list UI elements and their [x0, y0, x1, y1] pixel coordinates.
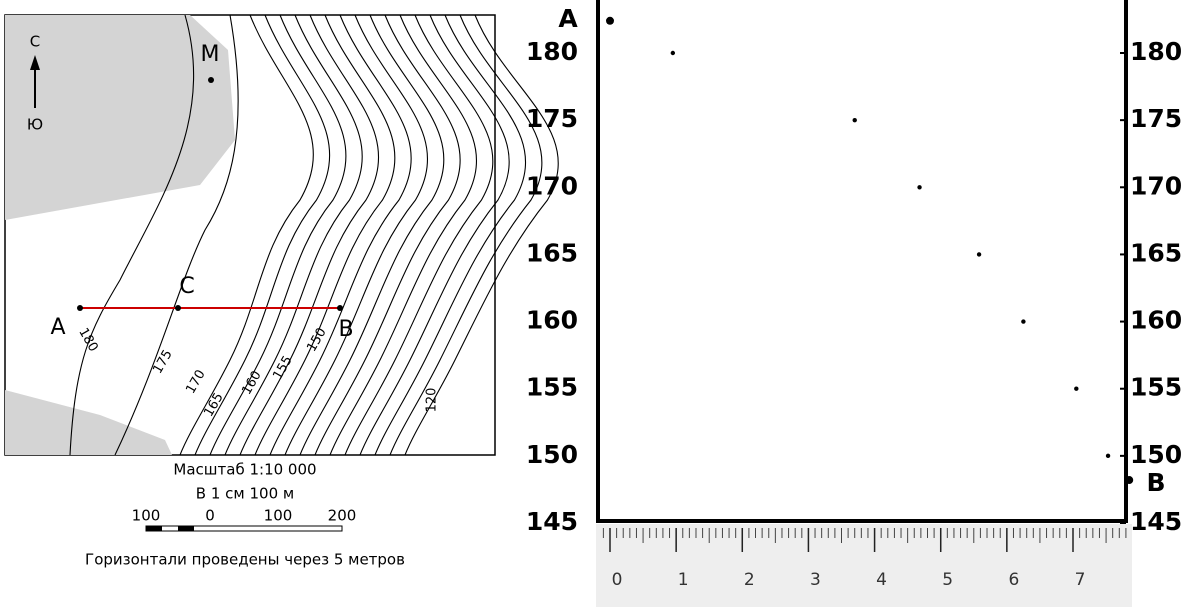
- profile-point: [1105, 453, 1111, 459]
- scale-label: 200: [328, 507, 357, 525]
- profile-point: [1021, 319, 1026, 324]
- scale-label: 100: [132, 507, 161, 525]
- arrow-head: [30, 55, 40, 70]
- profile-point: [852, 117, 857, 123]
- contour: [344, 14, 494, 456]
- profile-point: [670, 50, 676, 56]
- y-tick-label: 160: [1130, 306, 1182, 335]
- contour: [194, 14, 331, 456]
- contour: [359, 14, 510, 456]
- point-m: [208, 77, 214, 83]
- scale-bar-seg: [146, 526, 162, 531]
- gray-area: [5, 15, 235, 220]
- ruler-label: 1: [678, 570, 689, 590]
- contour: [284, 14, 428, 456]
- profile-point: [917, 185, 922, 190]
- y-tick-label: 175: [526, 104, 578, 133]
- ruler-label: 7: [1075, 570, 1086, 590]
- y-tick-label: 150: [1130, 440, 1182, 469]
- contour: [314, 14, 461, 456]
- profile-point: [606, 16, 614, 25]
- y-tick-label: 155: [1130, 373, 1182, 402]
- profile-point: [976, 252, 982, 257]
- contour: [329, 14, 477, 456]
- contour: [269, 14, 412, 456]
- label-b: B: [338, 317, 353, 342]
- contour: [404, 14, 559, 456]
- label-m: М: [201, 42, 220, 67]
- y-tick-label: 145: [1130, 507, 1182, 536]
- contour: [224, 14, 363, 456]
- scale-title: Масштаб 1:10 000: [173, 461, 316, 479]
- y-tick-label: 165: [526, 238, 578, 267]
- contour: [374, 14, 527, 456]
- contour: [209, 14, 347, 456]
- y-tick-label: 160: [526, 306, 578, 335]
- y-tick-label: 175: [1130, 104, 1182, 133]
- point-a: [77, 305, 83, 311]
- ruler-label: 6: [1008, 570, 1019, 590]
- point-c: [175, 305, 181, 311]
- start-label: А: [558, 4, 578, 33]
- ruler-label: 3: [810, 570, 821, 590]
- contour: [239, 14, 379, 456]
- scale-label: 0: [205, 507, 215, 525]
- contour: [114, 14, 239, 456]
- ruler: [596, 524, 1132, 607]
- y-tick-label: 150: [526, 440, 578, 469]
- ruler-label: 4: [876, 570, 887, 590]
- south-label: Ю: [27, 116, 43, 134]
- y-tick-label: 165: [1130, 238, 1182, 267]
- y-tick-label: 170: [526, 171, 578, 200]
- profile-point: [1074, 386, 1079, 391]
- y-tick-label: 170: [1130, 171, 1182, 200]
- contour: [179, 14, 314, 456]
- label-a: А: [50, 315, 65, 340]
- y-tick-label: 155: [526, 373, 578, 402]
- scale-bar-body: [145, 525, 343, 532]
- contour-label: 120: [425, 388, 440, 413]
- map: С Ю М А С B 180 175 170 165 160 155 150 …: [4, 14, 559, 456]
- profile-point: [1125, 476, 1134, 485]
- y-tick-label: 180: [526, 37, 578, 66]
- scale-note: В 1 см 100 м: [196, 485, 294, 503]
- scale-bar: [145, 525, 343, 532]
- ruler-label: 0: [612, 570, 623, 590]
- contour: [69, 14, 195, 456]
- caption: Горизонтали проведены через 5 метров: [85, 551, 405, 569]
- contour: [389, 14, 543, 456]
- scale-bar-seg: [178, 526, 194, 531]
- label-c: С: [179, 274, 194, 299]
- ruler-label: 5: [942, 570, 953, 590]
- y-tick-label: 180: [1130, 37, 1182, 66]
- contour: [254, 14, 396, 456]
- north-label: С: [30, 33, 40, 51]
- point-b: [337, 305, 343, 311]
- scale-label: 100: [264, 507, 293, 525]
- contour: [299, 14, 445, 456]
- y-tick-label: 145: [526, 507, 578, 536]
- end-label: B: [1146, 468, 1165, 497]
- ruler-label: 2: [744, 570, 755, 590]
- gray-area: [5, 390, 172, 455]
